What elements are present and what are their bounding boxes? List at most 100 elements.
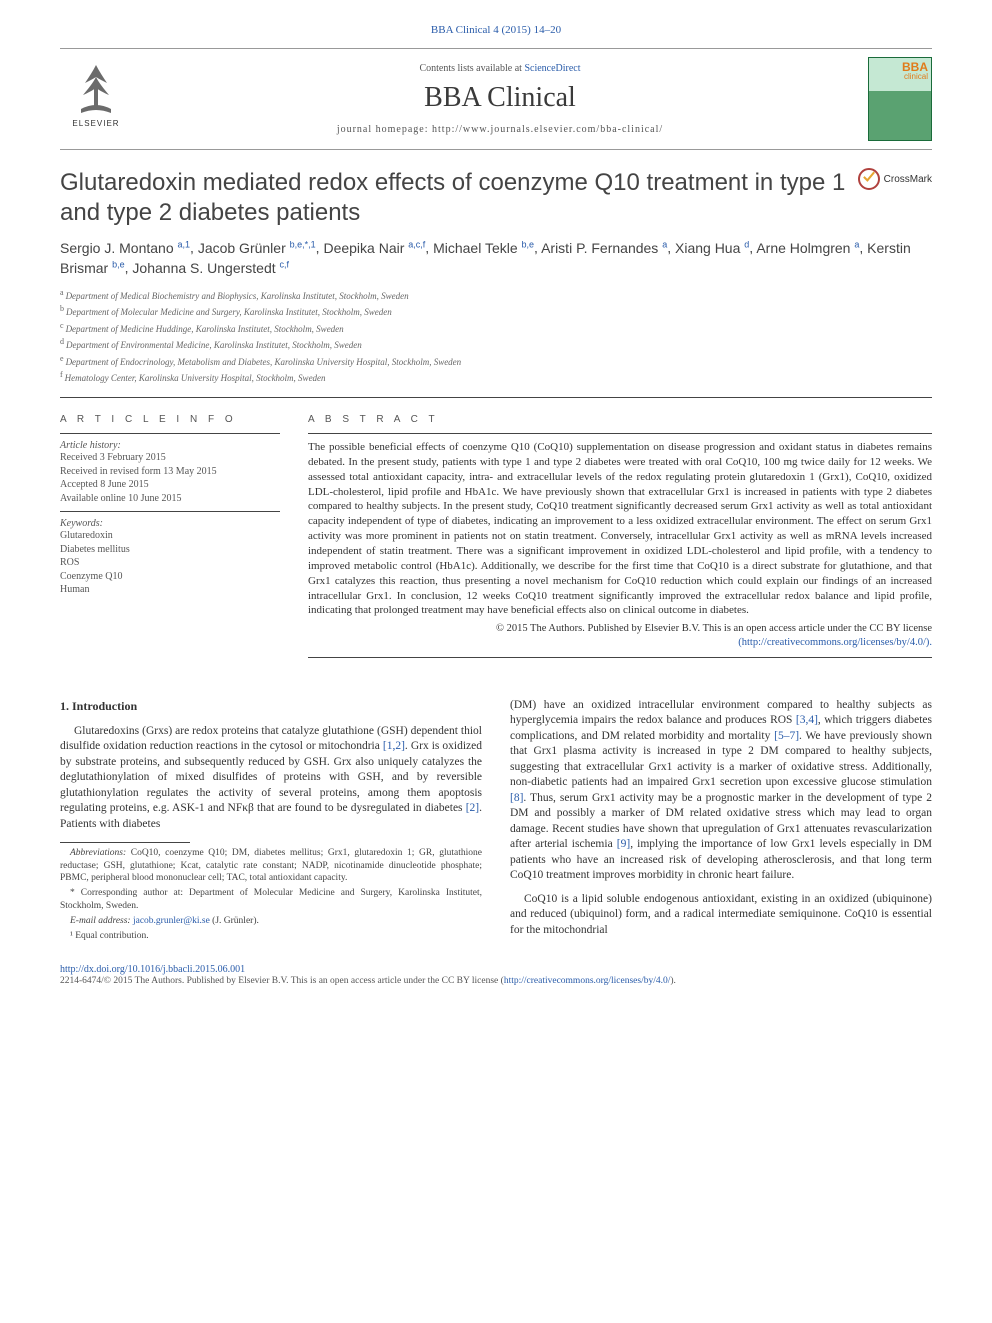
author: Aristi P. Fernandes a [541,240,667,256]
elsevier-logo: ELSEVIER [60,59,132,139]
author-affil-sup: b,e [522,239,535,249]
abstract-heading: A B S T R A C T [308,414,932,425]
author: Sergio J. Montano a,1 [60,240,190,256]
email-suffix: (J. Grünler). [210,916,259,926]
issn-pre: 2214-6474/© 2015 The Authors. Published … [60,976,504,986]
keywords-label: Keywords: [60,518,280,529]
article-title: Glutaredoxin mediated redox effects of c… [60,168,846,228]
abstract-column: A B S T R A C T The possible beneficial … [308,414,932,663]
issn-post: ). [670,976,676,986]
journal-homepage: journal homepage: http://www.journals.el… [132,124,868,135]
footer-license-link[interactable]: http://creativecommons.org/licenses/by/4… [504,976,671,986]
journal-cover-thumbnail: BBA clinical [868,57,932,141]
body-columns: 1. Introduction Glutaredoxins (Grxs) are… [60,698,932,947]
divider [60,397,932,398]
ref-link-8[interactable]: [8] [510,792,523,804]
copyright-line: © 2015 The Authors. Published by Elsevie… [308,622,932,650]
affil-ref-link[interactable]: a [662,239,667,249]
author: Deepika Nair a,c,f [323,240,425,256]
crossmark-badge[interactable]: CrossMark [858,168,932,190]
affiliation: d Department of Environmental Medicine, … [60,336,932,352]
right-column: (DM) have an oxidized intracellular envi… [510,698,932,947]
issn-copyright-line: 2214-6474/© 2015 The Authors. Published … [60,976,932,986]
cover-clinical-label: clinical [904,72,928,81]
journal-header: ELSEVIER Contents lists available at Sci… [60,48,932,150]
affil-ref-link[interactable]: b,e,*,1 [290,239,316,249]
affil-ref-link[interactable]: b,e [522,239,535,249]
journal-name: BBA Clinical [132,82,868,114]
ref-link-2[interactable]: [2] [466,802,479,814]
doi-line: http://dx.doi.org/10.1016/j.bbacli.2015.… [60,964,932,975]
section-heading-intro: 1. Introduction [60,698,482,714]
author: Johanna S. Ungerstedt c,f [132,260,289,276]
author-affil-sup: c,f [280,259,290,269]
affiliation-key: c [60,321,66,330]
abbrev-label: Abbreviations: [70,848,126,858]
keyword: Glutaredoxin [60,529,280,543]
journal-ref-link[interactable]: BBA Clinical 4 (2015) 14–20 [431,24,561,36]
crossmark-icon [858,168,880,190]
author: Jacob Grünler b,e,*,1 [198,240,316,256]
author-list: Sergio J. Montano a,1, Jacob Grünler b,e… [60,238,932,279]
author: Michael Tekle b,e [433,240,534,256]
author-affil-sup: a,c,f [408,239,425,249]
affiliation: e Department of Endocrinology, Metabolis… [60,353,932,369]
affil-ref-link[interactable]: b,e [112,259,125,269]
affiliation-key: e [60,354,66,363]
intro-paragraph-2: CoQ10 is a lipid soluble endogenous anti… [510,892,932,939]
affil-ref-link[interactable]: a,c,f [408,239,425,249]
info-divider [60,511,280,512]
article-info-column: A R T I C L E I N F O Article history: R… [60,414,280,663]
info-divider [60,433,280,434]
affiliation: a Department of Medical Biochemistry and… [60,287,932,303]
affiliation-key: d [60,337,66,346]
equal-contribution-footnote: ¹ Equal contribution. [60,930,482,942]
author-affil-sup: a [854,239,859,249]
author-affil-sup: a [662,239,667,249]
keyword: Coenzyme Q10 [60,570,280,584]
author-affil-sup: b,e [112,259,125,269]
email-label: E-mail address: [70,916,133,926]
header-center: Contents lists available at ScienceDirec… [132,63,868,135]
journal-reference: BBA Clinical 4 (2015) 14–20 [60,24,932,36]
author-affil-sup: d [744,239,749,249]
author: Xiang Hua d [675,240,749,256]
corresponding-author-footnote: * Corresponding author at: Department of… [60,887,482,912]
history-item: Available online 10 June 2015 [60,492,280,506]
affil-ref-link[interactable]: a [854,239,859,249]
affil-ref-link[interactable]: a,1 [178,239,191,249]
sciencedirect-link[interactable]: ScienceDirect [524,63,580,74]
ref-link-9[interactable]: [9] [617,838,630,850]
ref-link-1-2[interactable]: [1,2] [383,740,405,752]
author-affil-sup: a,1 [178,239,191,249]
affiliation-key: b [60,304,66,313]
article-info-heading: A R T I C L E I N F O [60,414,280,425]
keyword: ROS [60,556,280,570]
affil-ref-link[interactable]: d [744,239,749,249]
homepage-url[interactable]: http://www.journals.elsevier.com/bba-cli… [432,124,663,135]
doi-link[interactable]: http://dx.doi.org/10.1016/j.bbacli.2015.… [60,964,245,975]
affiliation-key: f [60,370,65,379]
author-affil-sup: b,e,*,1 [290,239,316,249]
elsevier-tree-icon [71,59,121,117]
affil-ref-link[interactable]: c,f [280,259,290,269]
history-item: Accepted 8 June 2015 [60,478,280,492]
email-link[interactable]: jacob.grunler@ki.se [133,916,210,926]
affiliation: f Hematology Center, Karolinska Universi… [60,369,932,385]
abstract-text: The possible beneficial effects of coenz… [308,440,932,618]
affiliations: a Department of Medical Biochemistry and… [60,287,932,386]
ref-link-5-7[interactable]: [5–7] [774,730,799,742]
license-link[interactable]: (http://creativecommons.org/licenses/by/… [738,637,932,648]
crossmark-label: CrossMark [884,174,932,185]
affiliation-key: a [60,288,66,297]
abstract-divider-bottom [308,657,932,658]
keyword: Human [60,583,280,597]
intro-paragraph-1-cont: (DM) have an oxidized intracellular envi… [510,698,932,884]
contents-lists-pre: Contents lists available at [419,63,524,74]
ref-link-3-4[interactable]: [3,4] [796,714,818,726]
email-footnote: E-mail address: jacob.grunler@ki.se (J. … [60,915,482,927]
contents-lists-line: Contents lists available at ScienceDirec… [132,63,868,74]
history-item: Received in revised form 13 May 2015 [60,465,280,479]
abbreviations-footnote: Abbreviations: CoQ10, coenzyme Q10; DM, … [60,847,482,884]
elsevier-wordmark: ELSEVIER [72,119,119,128]
